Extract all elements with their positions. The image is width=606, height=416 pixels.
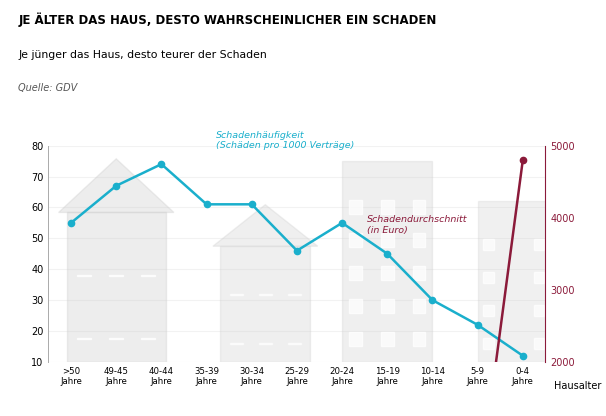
Bar: [534, 305, 544, 316]
Bar: [534, 338, 544, 349]
Bar: [484, 239, 493, 250]
Bar: [413, 233, 425, 247]
Bar: [349, 233, 362, 247]
Text: Quelle: GDV: Quelle: GDV: [18, 83, 78, 93]
Bar: [109, 338, 123, 339]
Bar: [67, 213, 166, 362]
Text: JE ÄLTER DAS HAUS, DESTO WAHRSCHEINLICHER EIN SCHADEN: JE ÄLTER DAS HAUS, DESTO WAHRSCHEINLICHE…: [18, 12, 436, 27]
Bar: [288, 343, 301, 344]
Bar: [349, 332, 362, 346]
Text: Schadendurchschnitt
(in Euro): Schadendurchschnitt (in Euro): [367, 215, 467, 235]
Bar: [381, 200, 394, 214]
Bar: [220, 246, 310, 362]
Text: Schadenhäufigkeit
(Schäden pro 1000 Verträge): Schadenhäufigkeit (Schäden pro 1000 Vert…: [216, 131, 354, 150]
Bar: [141, 275, 155, 276]
Bar: [413, 266, 425, 280]
Bar: [78, 275, 92, 276]
Bar: [381, 299, 394, 313]
Bar: [349, 266, 362, 280]
Bar: [413, 332, 425, 346]
Bar: [230, 343, 243, 344]
Bar: [381, 332, 394, 346]
Bar: [230, 294, 243, 295]
Polygon shape: [213, 205, 318, 246]
Bar: [484, 272, 493, 283]
Bar: [484, 305, 493, 316]
Text: Je jünger das Haus, desto teurer der Schaden: Je jünger das Haus, desto teurer der Sch…: [18, 50, 267, 60]
Bar: [413, 200, 425, 214]
Bar: [349, 200, 362, 214]
Text: Hausalter: Hausalter: [554, 381, 602, 391]
Bar: [342, 161, 433, 362]
Polygon shape: [59, 159, 174, 213]
Bar: [484, 338, 493, 349]
Bar: [478, 201, 550, 362]
Bar: [381, 266, 394, 280]
Bar: [534, 239, 544, 250]
Bar: [259, 343, 271, 344]
Bar: [78, 338, 92, 339]
Bar: [413, 299, 425, 313]
Bar: [534, 272, 544, 283]
Bar: [141, 338, 155, 339]
Bar: [381, 233, 394, 247]
Bar: [259, 294, 271, 295]
Bar: [349, 299, 362, 313]
Bar: [109, 275, 123, 276]
Bar: [288, 294, 301, 295]
